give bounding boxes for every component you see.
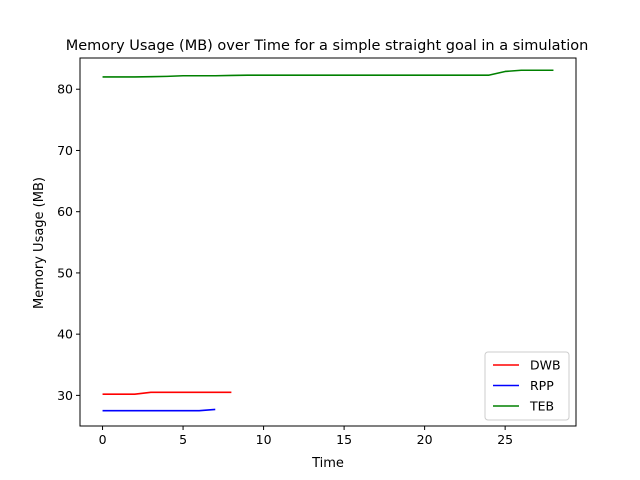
x-tick-label: 25: [497, 432, 513, 447]
y-tick-label: 50: [57, 265, 73, 280]
series-line-dwb: [102, 391, 232, 395]
series-line-teb: [102, 69, 554, 78]
plot-frame: [79, 57, 577, 427]
legend-label-teb: TEB: [529, 399, 554, 414]
y-axis-label: Memory Usage (MB): [32, 177, 47, 309]
y-tick-label: 40: [57, 327, 73, 342]
y-axis-ticks: 30 40 50 60 70 80: [57, 82, 80, 403]
legend: DWB RPP TEB: [484, 351, 570, 421]
legend-label-dwb: DWB: [530, 358, 561, 373]
x-tick-label: 0: [99, 432, 107, 447]
y-tick-label: 60: [57, 204, 73, 219]
y-tick-label: 30: [57, 388, 73, 403]
x-tick-label: 5: [179, 432, 187, 447]
legend-label-rpp: RPP: [530, 378, 554, 393]
chart-title: Memory Usage (MB) over Time for a simple…: [66, 38, 589, 54]
y-tick-label: 80: [57, 82, 73, 97]
y-tick-label: 70: [57, 143, 73, 158]
x-tick-label: 15: [336, 432, 352, 447]
x-axis-label: Time: [311, 456, 344, 471]
series-line-rpp: [102, 408, 216, 412]
plot-lines: [102, 69, 554, 412]
legend-box: [484, 351, 570, 421]
x-tick-label: 10: [256, 432, 272, 447]
x-tick-label: 20: [417, 432, 433, 447]
x-axis-ticks: 0 5 10 15 20 25: [99, 426, 513, 447]
